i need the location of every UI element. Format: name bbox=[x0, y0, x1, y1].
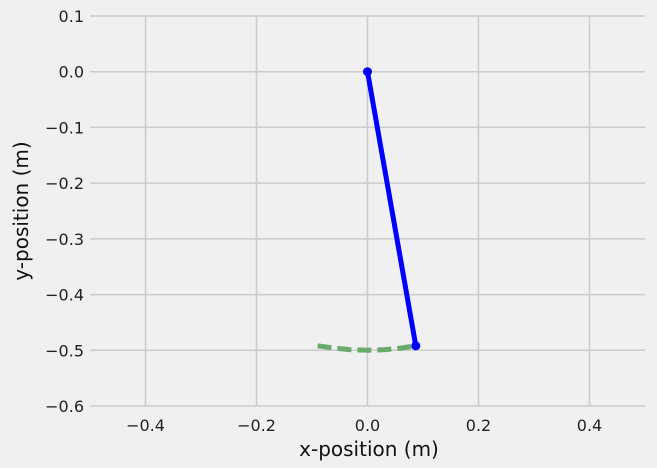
x-tick-label: 0.4 bbox=[577, 416, 602, 435]
y-tick-label: −0.4 bbox=[45, 286, 84, 305]
y-tick-labels: 0.1 0.0 −0.1 −0.2 −0.3 −0.4 −0.5 −0.6 bbox=[45, 7, 84, 416]
x-tick-label: −0.2 bbox=[237, 416, 276, 435]
pivot-point bbox=[363, 67, 372, 77]
trace-path bbox=[317, 343, 417, 353]
y-axis-label: y-position (m) bbox=[9, 141, 33, 280]
bob-point bbox=[411, 341, 421, 351]
y-tick-label: −0.1 bbox=[45, 118, 84, 137]
pendulum-rod bbox=[365, 69, 419, 349]
series-layer bbox=[317, 67, 421, 353]
x-tick-label: 0.2 bbox=[466, 416, 491, 435]
x-tick-label: 0.0 bbox=[355, 416, 380, 435]
y-tick-label: −0.3 bbox=[45, 230, 84, 249]
y-tick-label: 0.0 bbox=[59, 63, 84, 82]
y-tick-label: 0.1 bbox=[59, 7, 84, 26]
x-axis-label: x-position (m) bbox=[299, 437, 439, 461]
y-tick-label: −0.5 bbox=[45, 341, 84, 360]
x-tick-labels: −0.4 −0.2 0.0 0.2 0.4 bbox=[126, 416, 602, 435]
x-tick-label: −0.4 bbox=[126, 416, 165, 435]
y-tick-label: −0.6 bbox=[45, 397, 84, 416]
y-tick-label: −0.2 bbox=[45, 174, 84, 193]
